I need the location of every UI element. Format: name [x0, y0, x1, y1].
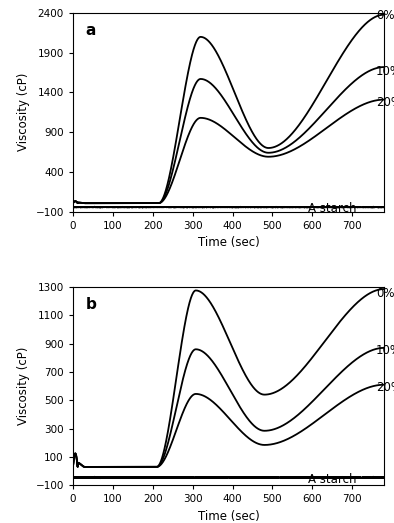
Text: 20%: 20%	[376, 381, 394, 394]
Text: 10%: 10%	[376, 345, 394, 358]
Text: A starch: A starch	[309, 202, 357, 214]
Y-axis label: Viscosity (cP): Viscosity (cP)	[17, 347, 30, 425]
Text: 0%: 0%	[376, 9, 394, 22]
Text: a: a	[85, 23, 96, 38]
Y-axis label: Viscosity (cP): Viscosity (cP)	[17, 73, 30, 152]
Text: b: b	[85, 297, 96, 312]
Text: 10%: 10%	[376, 65, 394, 78]
X-axis label: Time (sec): Time (sec)	[198, 510, 259, 523]
Text: A starch: A starch	[309, 473, 357, 486]
Text: 20%: 20%	[376, 96, 394, 109]
X-axis label: Time (sec): Time (sec)	[198, 236, 259, 249]
Text: 0%: 0%	[376, 287, 394, 300]
